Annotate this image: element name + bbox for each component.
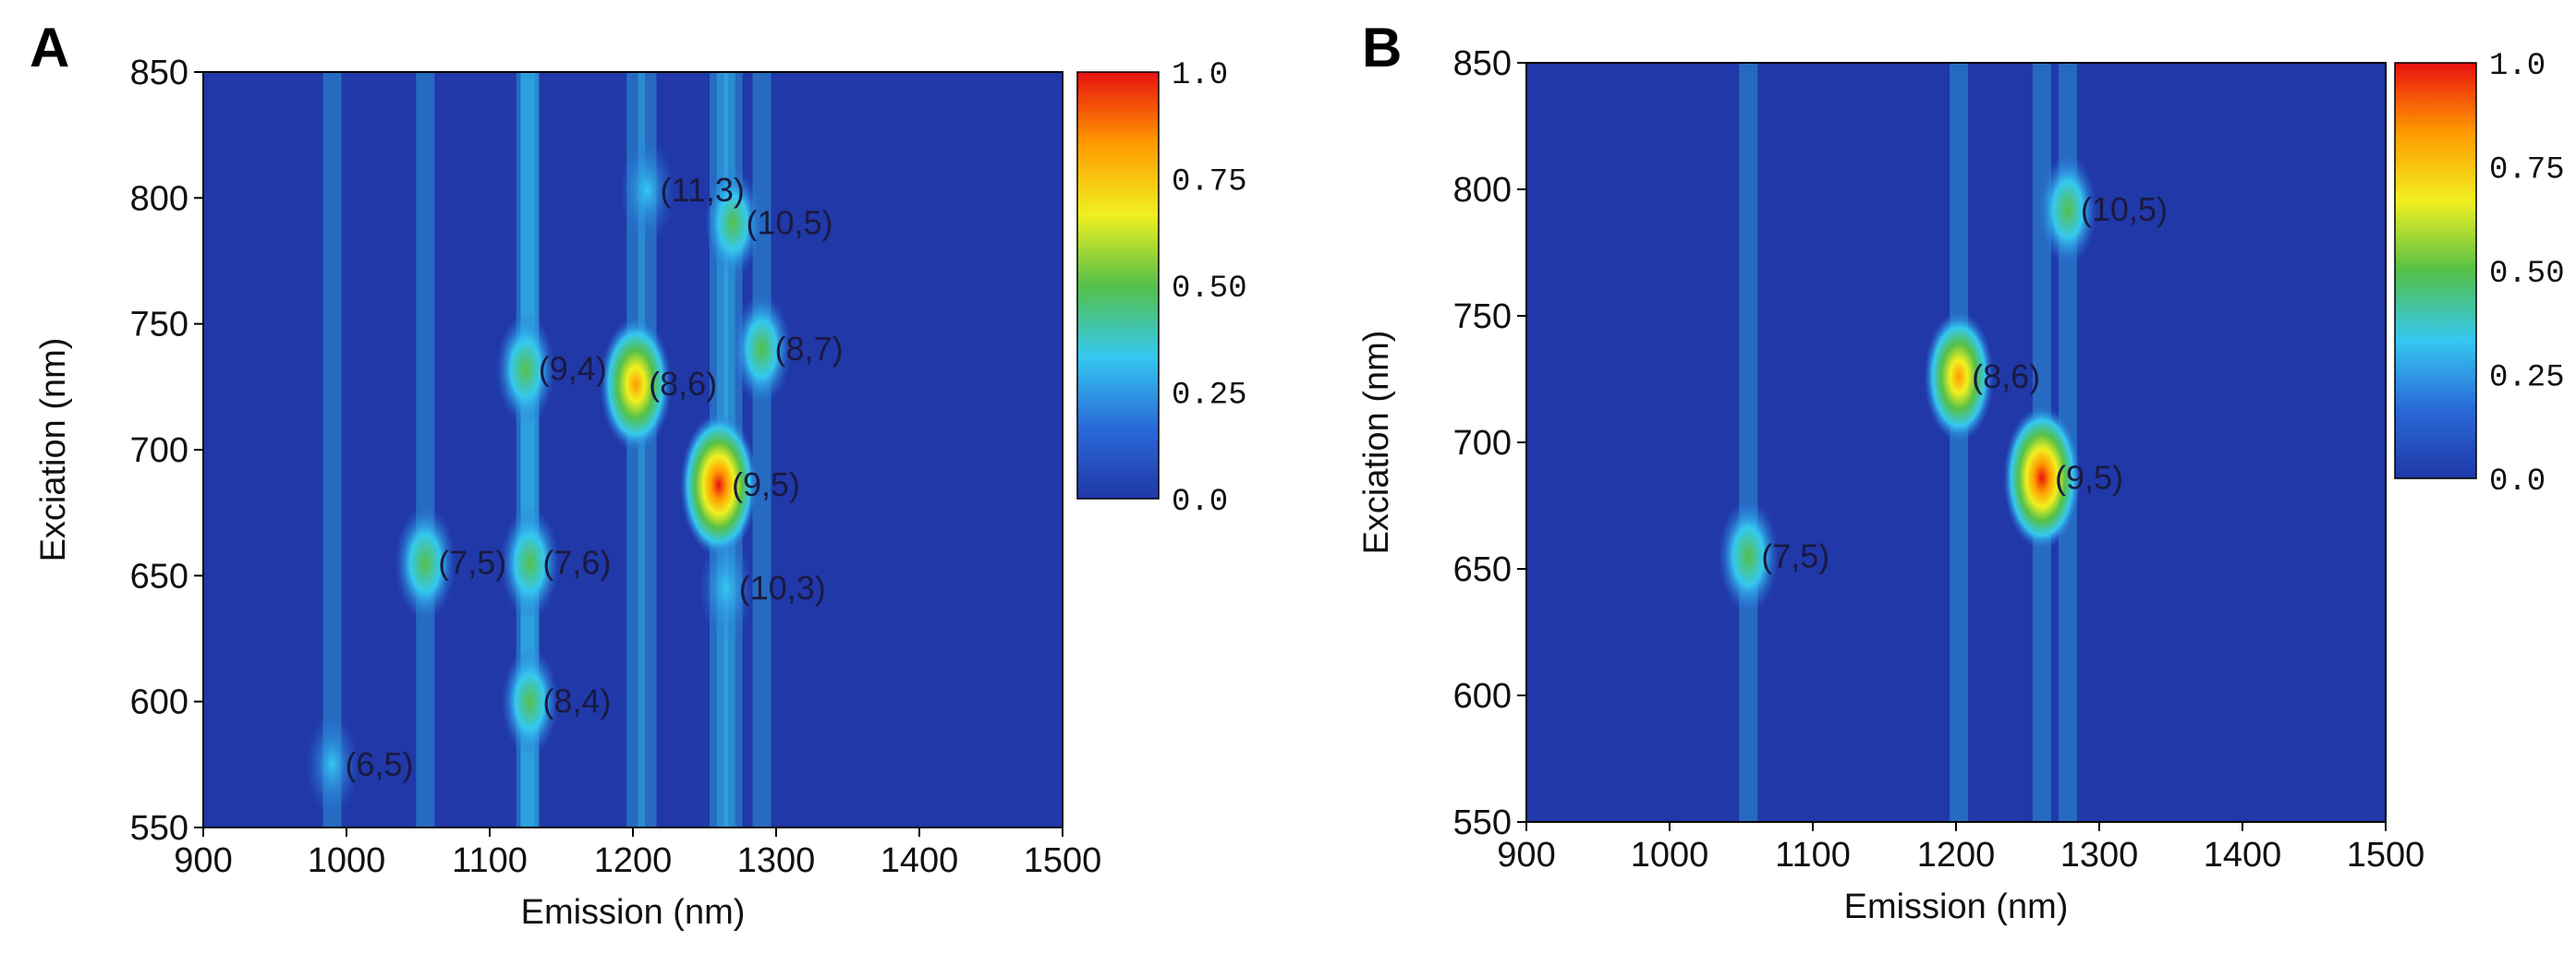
peak-9-5 (2003, 405, 2081, 550)
peak-9-4 (495, 312, 555, 426)
x-tick-label: 900 (174, 841, 232, 880)
peak-label: (9,5) (732, 465, 800, 503)
peak-label: (8,6) (1972, 357, 2040, 395)
colorbar-tick-label: 0.0 (1172, 485, 1228, 520)
heatmap-body (1718, 63, 2097, 822)
colorbar-tick-label: 0.75 (1172, 165, 1247, 200)
x-tick-label: 1200 (594, 841, 673, 880)
peak-label: (9,5) (2055, 458, 2123, 496)
peak-11-3 (619, 137, 675, 244)
y-tick-label: 700 (1453, 424, 1512, 463)
peak-10-3 (698, 535, 754, 642)
peak-7-5 (1718, 498, 1780, 614)
peak-8-4 (501, 646, 559, 756)
peak-8-6 (600, 317, 673, 453)
peak-label: (11,3) (661, 171, 745, 209)
y-tick-label: 550 (130, 809, 188, 848)
colorbar (1076, 71, 1160, 500)
peak-label: (10,5) (2081, 190, 2168, 228)
x-tick-label: 1200 (1917, 836, 1996, 875)
y-axis-title: Exciation (nm) (34, 338, 73, 562)
peak-8-7 (732, 292, 792, 405)
y-tick-label: 850 (1453, 44, 1512, 83)
emission-streak (1739, 63, 1758, 822)
peak-10-5 (2037, 152, 2097, 266)
x-axis-title: Emission (nm) (521, 893, 746, 932)
heatmap-body (305, 72, 792, 827)
peak-7-6 (500, 506, 560, 620)
peak-label: (7,5) (438, 544, 506, 582)
heatmap-background (1526, 63, 2386, 822)
emission-streak (416, 72, 435, 827)
colorbar-tick-label: 1.0 (1172, 58, 1228, 93)
peak-label: (10,5) (747, 204, 833, 242)
y-tick-label: 600 (1453, 677, 1512, 716)
y-tick-label: 850 (130, 54, 188, 92)
x-tick-label: 1000 (308, 841, 386, 880)
panel-B: B (7,5) (8,6) (9,5) (10,5) 900 1000 1100 1200 130… (1357, 17, 2565, 926)
y-tick-label: 800 (130, 179, 188, 218)
colorbar-tick-label: 1.0 (2489, 49, 2546, 84)
x-tick-label: 900 (1497, 836, 1555, 875)
emission-streak (638, 72, 657, 827)
y-tick-label: 700 (130, 431, 188, 470)
y-axis-title: Exciation (nm) (1357, 331, 1396, 555)
colorbar-tick-label: 0.50 (1172, 272, 1247, 307)
y-tick-label: 600 (130, 683, 188, 722)
peak-label: (9,4) (539, 350, 607, 388)
y-tick-label: 650 (130, 557, 188, 596)
y-tick-label: 750 (130, 306, 188, 344)
x-tick-label: 1400 (2204, 836, 2282, 875)
panel-letter: A (30, 17, 69, 78)
peak-label: (7,6) (542, 544, 611, 582)
peak-10-5 (704, 168, 762, 278)
x-tick-label: 1300 (2060, 836, 2139, 875)
peak-label: (8,7) (775, 330, 844, 368)
colorbar (2394, 62, 2477, 479)
x-tick-label: 1100 (452, 841, 528, 880)
peak-8-6 (1924, 310, 1995, 442)
peak-label: (8,4) (542, 682, 611, 720)
peak-label: (6,5) (346, 745, 414, 783)
colorbar-tick-label: 0.25 (2489, 361, 2565, 396)
emission-streak (1950, 63, 1969, 822)
x-tick-label: 1400 (881, 841, 959, 880)
panel-letter: B (1362, 17, 1402, 78)
x-tick-label: 1500 (2347, 836, 2425, 875)
peak-label: (10,3) (739, 569, 826, 607)
emission-streak (516, 72, 535, 827)
emission-streak (752, 72, 772, 827)
emission-streak (520, 72, 540, 827)
peak-6-5 (305, 712, 359, 816)
emission-streak (520, 72, 540, 827)
y-tick-label: 550 (1453, 803, 1512, 842)
x-axis-title: Emission (nm) (1844, 888, 2069, 926)
peak-9-5 (680, 413, 758, 558)
colorbar-tick-label: 0.0 (2489, 465, 2546, 500)
x-tick-label: 1000 (1631, 836, 1709, 875)
panel-A: A (6,5) (7,5) (7,6) (8,4) (9,4) (8,6) (9,5) (10,… (30, 17, 1247, 932)
peak-label: (8,6) (649, 365, 717, 403)
colorbar-tick-label: 0.25 (1172, 379, 1247, 414)
colorbar-tick-label: 0.50 (2489, 257, 2565, 292)
peak-7-5 (395, 505, 456, 622)
x-tick-label: 1300 (737, 841, 816, 880)
peak-label: (7,5) (1761, 537, 1829, 574)
y-tick-label: 800 (1453, 171, 1512, 210)
emission-streak (322, 72, 342, 827)
x-tick-label: 1100 (1775, 836, 1851, 875)
x-tick-label: 1500 (1024, 841, 1102, 880)
colorbar-tick-label: 0.75 (2489, 153, 2565, 188)
y-tick-label: 750 (1453, 297, 1512, 336)
y-tick-label: 650 (1453, 550, 1512, 589)
